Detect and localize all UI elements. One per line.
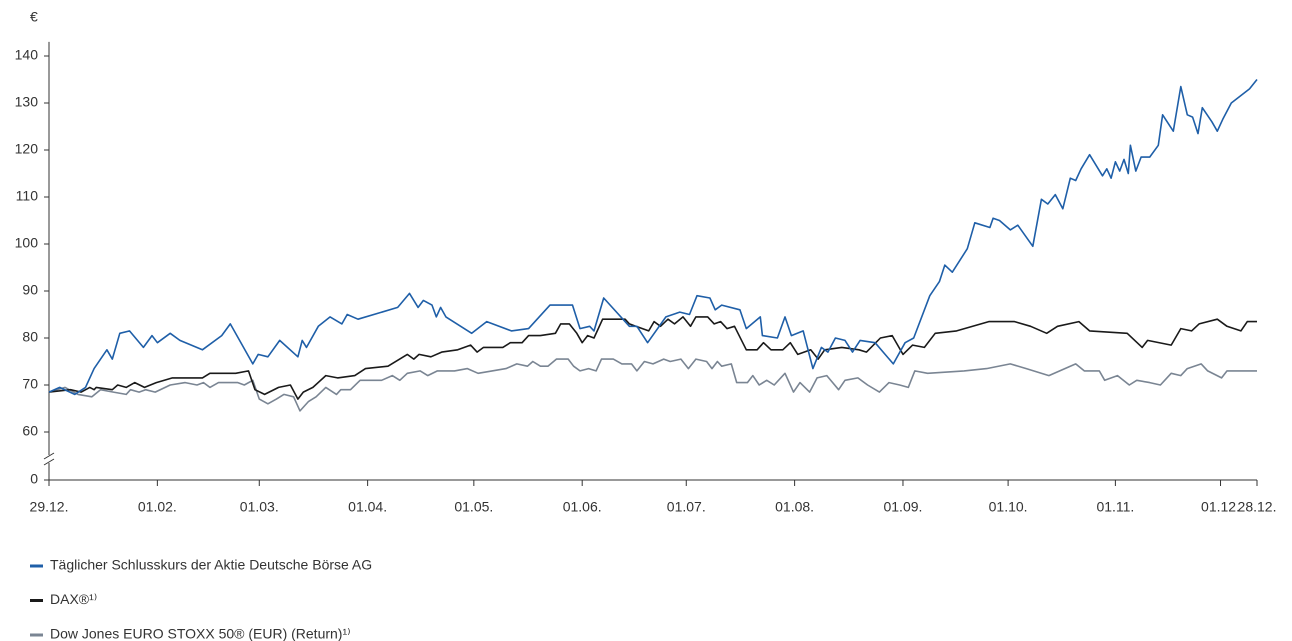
y-tick-label: 70 <box>22 376 38 392</box>
legend-label: Täglicher Schlusskurs der Aktie Deutsche… <box>50 557 372 573</box>
series-line <box>48 358 1257 412</box>
x-tick-label: 01.09. <box>883 499 922 515</box>
axis-break-mark <box>43 458 55 466</box>
legend-label: DAX®¹⁾ <box>50 591 97 607</box>
axis-break-mark <box>43 452 55 460</box>
series-line <box>48 316 1257 400</box>
x-tick-label: 28.12. <box>1238 499 1277 515</box>
y-tick-label: 110 <box>16 188 39 204</box>
series-line <box>48 79 1258 396</box>
x-tick-label: 01.03. <box>240 499 279 515</box>
y-tick-label: 120 <box>15 141 39 157</box>
axis-break-gap <box>43 455 55 463</box>
x-tick-label: 01.11. <box>1096 499 1134 515</box>
y-tick-label: 140 <box>15 47 39 63</box>
x-tick-label: 29.12. <box>30 499 69 515</box>
x-tick-label: 01.02. <box>138 499 177 515</box>
y-tick-label: 100 <box>15 235 39 251</box>
x-tick-label: 01.10. <box>989 499 1028 515</box>
y-tick-label: 60 <box>22 423 38 439</box>
x-tick-label: 01.05. <box>454 499 493 515</box>
x-tick-label: 01.12. <box>1201 499 1240 515</box>
x-tick-label: 01.06. <box>563 499 602 515</box>
legend-label: Dow Jones EURO STOXX 50® (EUR) (Return)¹… <box>50 626 351 641</box>
x-tick-label: 01.04. <box>348 499 387 515</box>
y-tick-label: 130 <box>15 94 39 110</box>
y-tick-label: 0 <box>30 471 38 487</box>
x-tick-label: 01.07. <box>667 499 706 515</box>
y-tick-label: 90 <box>22 282 38 298</box>
y-tick-label: 80 <box>22 329 38 345</box>
y-unit: € <box>30 9 38 25</box>
x-tick-label: 01.08. <box>775 499 814 515</box>
